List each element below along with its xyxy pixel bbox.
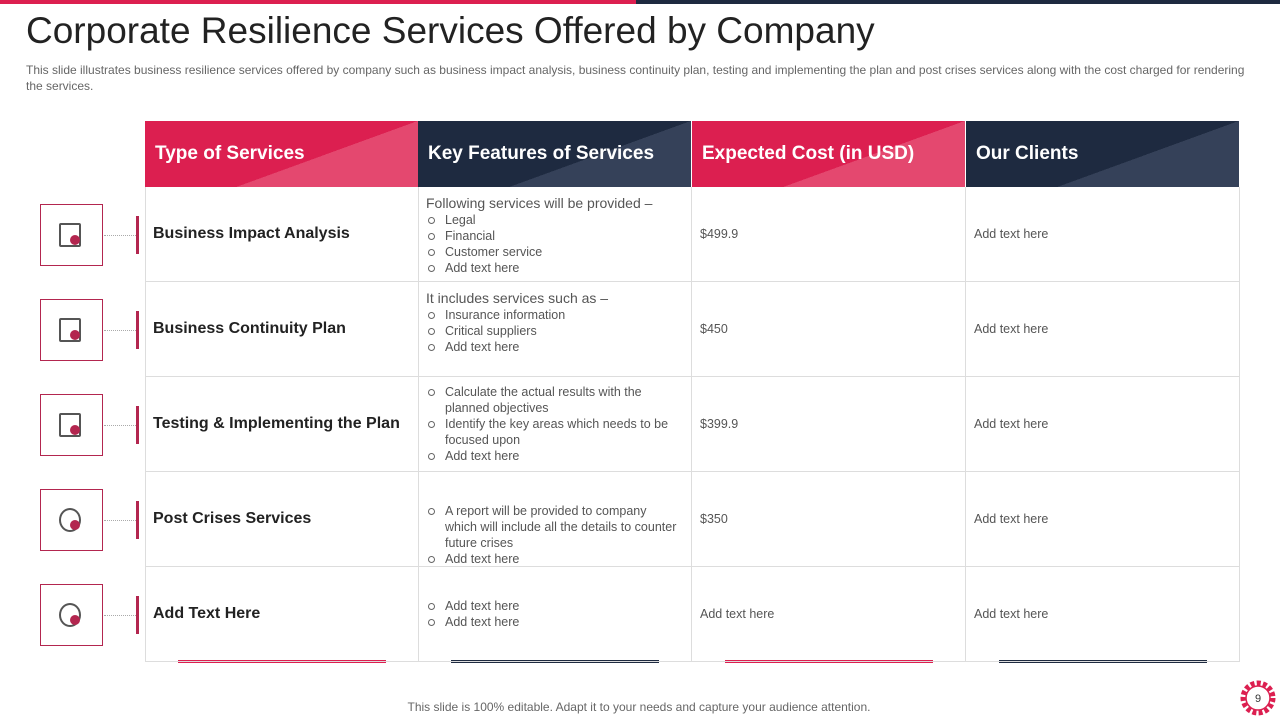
features-cell: Calculate the actual results with the pl…: [418, 377, 692, 472]
icon-dot: [70, 519, 80, 530]
row-marker: [136, 310, 139, 349]
header-text: Type of Services: [155, 143, 305, 164]
icon-box: [40, 393, 103, 456]
header-text: Expected Cost (in USD): [702, 143, 915, 164]
icon-box: [40, 298, 103, 361]
icon-dot: [70, 329, 80, 340]
icon-glyph: [59, 222, 81, 247]
service-name: Testing & Implementing the Plan: [153, 415, 400, 432]
service-cell: Business Impact Analysis: [145, 187, 419, 282]
features-cell: Following services will be provided – Leg…: [418, 187, 692, 282]
icon-box: [40, 203, 103, 266]
title: Corporate Resilience Services Offered by…: [26, 10, 875, 51]
service-name: Business Continuity Plan: [153, 320, 346, 337]
cost-cell: $450: [692, 282, 966, 377]
icon-dot: [70, 614, 80, 625]
feature-bullet: Calculate the actual results with the pl…: [426, 384, 681, 416]
row-marker: [136, 215, 139, 254]
icon-box: [40, 583, 103, 646]
clients-cell: Add text here: [966, 472, 1240, 567]
features-cell: It includes services such as – Insurance …: [418, 282, 692, 377]
service-name: Post Crises Services: [153, 510, 312, 527]
header-text: Key Features of Services: [428, 143, 655, 164]
clients-cell: Add text here: [966, 187, 1240, 282]
cost-cell: $399.9: [692, 377, 966, 472]
features-cell: Add text here Add text here: [418, 567, 692, 662]
table-border: [145, 187, 146, 662]
page-number: 9: [1255, 693, 1261, 705]
icon-glyph: [59, 412, 81, 437]
feature-bullet: A report will be provided to company whi…: [426, 503, 681, 551]
column-header: Key Features of Services: [418, 121, 692, 187]
clients: Add text here: [974, 607, 1049, 621]
feature-bullet: Add text here: [426, 260, 681, 276]
features-intro: It includes services such as –: [426, 290, 609, 306]
subtitle: This slide illustrates business resilien…: [26, 63, 1245, 93]
connector: [104, 234, 136, 236]
icon-box: [40, 488, 103, 551]
page-badge: 9: [1240, 680, 1276, 716]
feature-bullet: Add text here: [426, 448, 681, 464]
service-cell: Business Continuity Plan: [145, 282, 419, 377]
service-cell: Post Crises Services: [145, 472, 419, 567]
feature-bullet: Add text here: [426, 614, 681, 630]
connector: [104, 424, 136, 426]
connector: [104, 614, 136, 616]
cost: $399.9: [700, 417, 739, 431]
icon-dot: [70, 234, 80, 245]
service-name: Business Impact Analysis: [153, 225, 350, 242]
cost-cell: $350: [692, 472, 966, 567]
cost: Add text here: [700, 607, 775, 621]
clients-cell: Add text here: [966, 377, 1240, 472]
connector: [104, 329, 136, 331]
feature-bullet: Financial: [426, 228, 681, 244]
feature-bullet: Insurance information: [426, 307, 681, 323]
feature-bullet: Critical suppliers: [426, 323, 681, 339]
features-cell: A report will be provided to company whi…: [418, 472, 692, 567]
clients: Add text here: [974, 417, 1049, 431]
icon-dot: [70, 424, 80, 435]
top-bar: [0, 0, 636, 4]
connector: [104, 519, 136, 521]
feature-bullet: Identify the key areas which needs to be…: [426, 416, 681, 448]
feature-bullet: Legal: [426, 212, 681, 228]
service-cell: Testing & Implementing the Plan: [145, 377, 419, 472]
header-text: Our Clients: [976, 143, 1079, 164]
row-marker: [136, 405, 139, 444]
clients: Add text here: [974, 512, 1049, 526]
feature-bullet: Add text here: [426, 598, 681, 614]
column-header: Type of Services: [145, 121, 419, 187]
feature-bullet: Customer service: [426, 244, 681, 260]
icon-glyph: [59, 602, 81, 627]
features-intro: Following services will be provided –: [426, 195, 653, 211]
icon-glyph: [59, 317, 81, 342]
cost: $499.9: [700, 227, 739, 241]
row-marker: [136, 595, 139, 634]
service-name: Add Text Here: [153, 605, 261, 622]
service-cell: Add Text Here: [145, 567, 419, 662]
row-marker: [136, 500, 139, 539]
icon-glyph: [59, 507, 81, 532]
cost-cell: Add text here: [692, 567, 966, 662]
clients-cell: Add text here: [966, 282, 1240, 377]
cost: $350: [700, 512, 728, 526]
top-bar: [636, 0, 1280, 4]
column-header: Expected Cost (in USD): [692, 121, 966, 187]
footer-note: This slide is 100% editable. Adapt it to…: [407, 700, 871, 714]
cost-cell: $499.9: [692, 187, 966, 282]
feature-bullet: Add text here: [426, 339, 681, 355]
clients: Add text here: [974, 322, 1049, 336]
cost: $450: [700, 322, 728, 336]
feature-bullet: Add text here: [426, 551, 681, 567]
clients-cell: Add text here: [966, 567, 1240, 662]
clients: Add text here: [974, 227, 1049, 241]
column-header: Our Clients: [966, 121, 1240, 187]
